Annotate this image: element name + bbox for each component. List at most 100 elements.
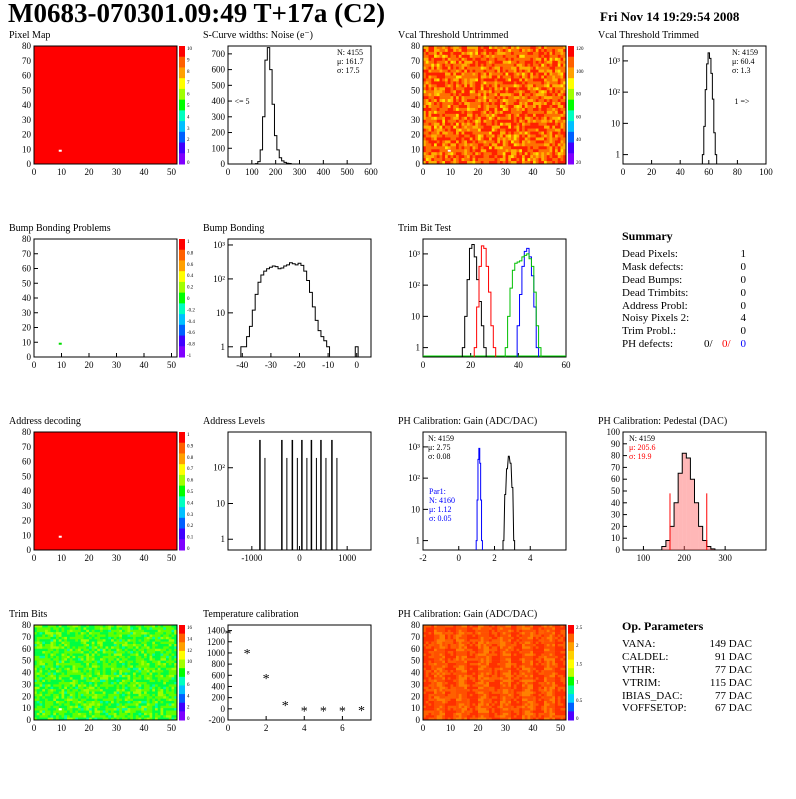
heatmap-cell [437, 108, 440, 111]
heatmap-cell [70, 632, 73, 635]
heatmap-cell [429, 675, 432, 678]
heatmap-cell [481, 76, 484, 79]
heatmap-cell [470, 96, 473, 99]
heatmap-cell [119, 627, 122, 630]
heatmap-cell [133, 673, 136, 676]
heatmap-cell [547, 99, 550, 102]
heatmap-cell [64, 706, 67, 709]
heatmap-cell [92, 670, 95, 673]
y-tick-label: 0 [416, 159, 421, 169]
heatmap-cell [437, 137, 440, 140]
heatmap-cell [506, 120, 509, 123]
heatmap-cell [464, 102, 467, 105]
heatmap-cell [561, 78, 564, 81]
heatmap-cell [497, 143, 500, 146]
heatmap-cell [489, 158, 492, 161]
heatmap-cell [119, 687, 122, 690]
heatmap-cell [484, 90, 487, 93]
heatmap-cell [451, 117, 454, 120]
heatmap-cell [459, 146, 462, 149]
heatmap-cell [86, 642, 89, 645]
heatmap-cell [56, 639, 59, 642]
heatmap-cell [51, 701, 54, 704]
heatmap-cell [434, 149, 437, 152]
heatmap-cell [448, 87, 451, 90]
heatmap-cell [547, 105, 550, 108]
heatmap-cell [492, 137, 495, 140]
heatmap-cell [489, 155, 492, 158]
heatmap-cell [500, 155, 503, 158]
heatmap-cell [78, 701, 81, 704]
heatmap-cell [426, 635, 429, 638]
x-tick-label: 10 [57, 553, 67, 563]
heatmap-cell [555, 78, 558, 81]
heatmap-cell [464, 52, 467, 55]
heatmap-cell [89, 684, 92, 687]
heatmap-cell [456, 55, 459, 58]
heatmap-cell [506, 158, 509, 161]
heatmap-cell [442, 140, 445, 143]
heatmap-cell [141, 684, 144, 687]
summary-row: Dead Trimbits:0 [622, 287, 746, 300]
x-tick-label: 0 [32, 553, 37, 563]
heatmap-cell [481, 90, 484, 93]
heatmap-cell [429, 644, 432, 647]
heatmap-cell [67, 682, 70, 685]
heatmap-cell [40, 694, 43, 697]
heatmap-cell [558, 158, 561, 161]
heatmap-cell [456, 78, 459, 81]
heatmap-cell [475, 126, 478, 129]
heatmap-cell [133, 649, 136, 652]
heatmap-cell [434, 152, 437, 155]
y-tick-label: 60 [411, 644, 421, 654]
heatmap-cell [73, 656, 76, 659]
heatmap-cell [70, 661, 73, 664]
heatmap-cell [56, 630, 59, 633]
heatmap-cell [59, 665, 62, 668]
heatmap-cell [67, 673, 70, 676]
heatmap-cell [103, 696, 106, 699]
heatmap-cell [434, 665, 437, 668]
heatmap-cell [555, 152, 558, 155]
heatmap-cell [144, 627, 147, 630]
heatmap-cell [519, 102, 522, 105]
heatmap-cell [84, 644, 87, 647]
heatmap-cell [97, 696, 100, 699]
heatmap-cell [486, 111, 489, 114]
heatmap-cell [475, 99, 478, 102]
heatmap-cell [467, 152, 470, 155]
stats2-text: μ: 1.12 [429, 505, 452, 514]
heatmap-cell [530, 120, 533, 123]
heatmap-cell [150, 689, 153, 692]
heatmap-cell [431, 123, 434, 126]
heatmap-cell [495, 155, 498, 158]
heatmap-cell [114, 651, 117, 654]
heatmap-cell [514, 99, 517, 102]
heatmap-cell [166, 661, 169, 664]
heatmap-cell [453, 114, 456, 117]
heatmap-cell [139, 689, 142, 692]
palette-label: 80 [576, 93, 582, 98]
heatmap-cell [492, 146, 495, 149]
heatmap-cell [114, 703, 117, 706]
heatmap-cell [158, 708, 161, 711]
heatmap-cell [119, 677, 122, 680]
heatmap-cell [442, 67, 445, 70]
heatmap-cell [169, 713, 172, 716]
heatmap-cell [445, 90, 448, 93]
palette-cell [568, 100, 574, 111]
heatmap-cell [558, 137, 561, 140]
heatmap-cell [484, 70, 487, 73]
heatmap-cell [89, 689, 92, 692]
heatmap-cell [141, 627, 144, 630]
heatmap-cell [440, 108, 443, 111]
heatmap-cell [144, 706, 147, 709]
heatmap-cell [445, 76, 448, 79]
heatmap-cell [67, 658, 70, 661]
heatmap-cell [78, 687, 81, 690]
heatmap-cell [426, 715, 429, 718]
heatmap-cell [508, 152, 511, 155]
palette-cell [179, 634, 185, 643]
heatmap-cell [486, 96, 489, 99]
heatmap-cell [426, 93, 429, 96]
